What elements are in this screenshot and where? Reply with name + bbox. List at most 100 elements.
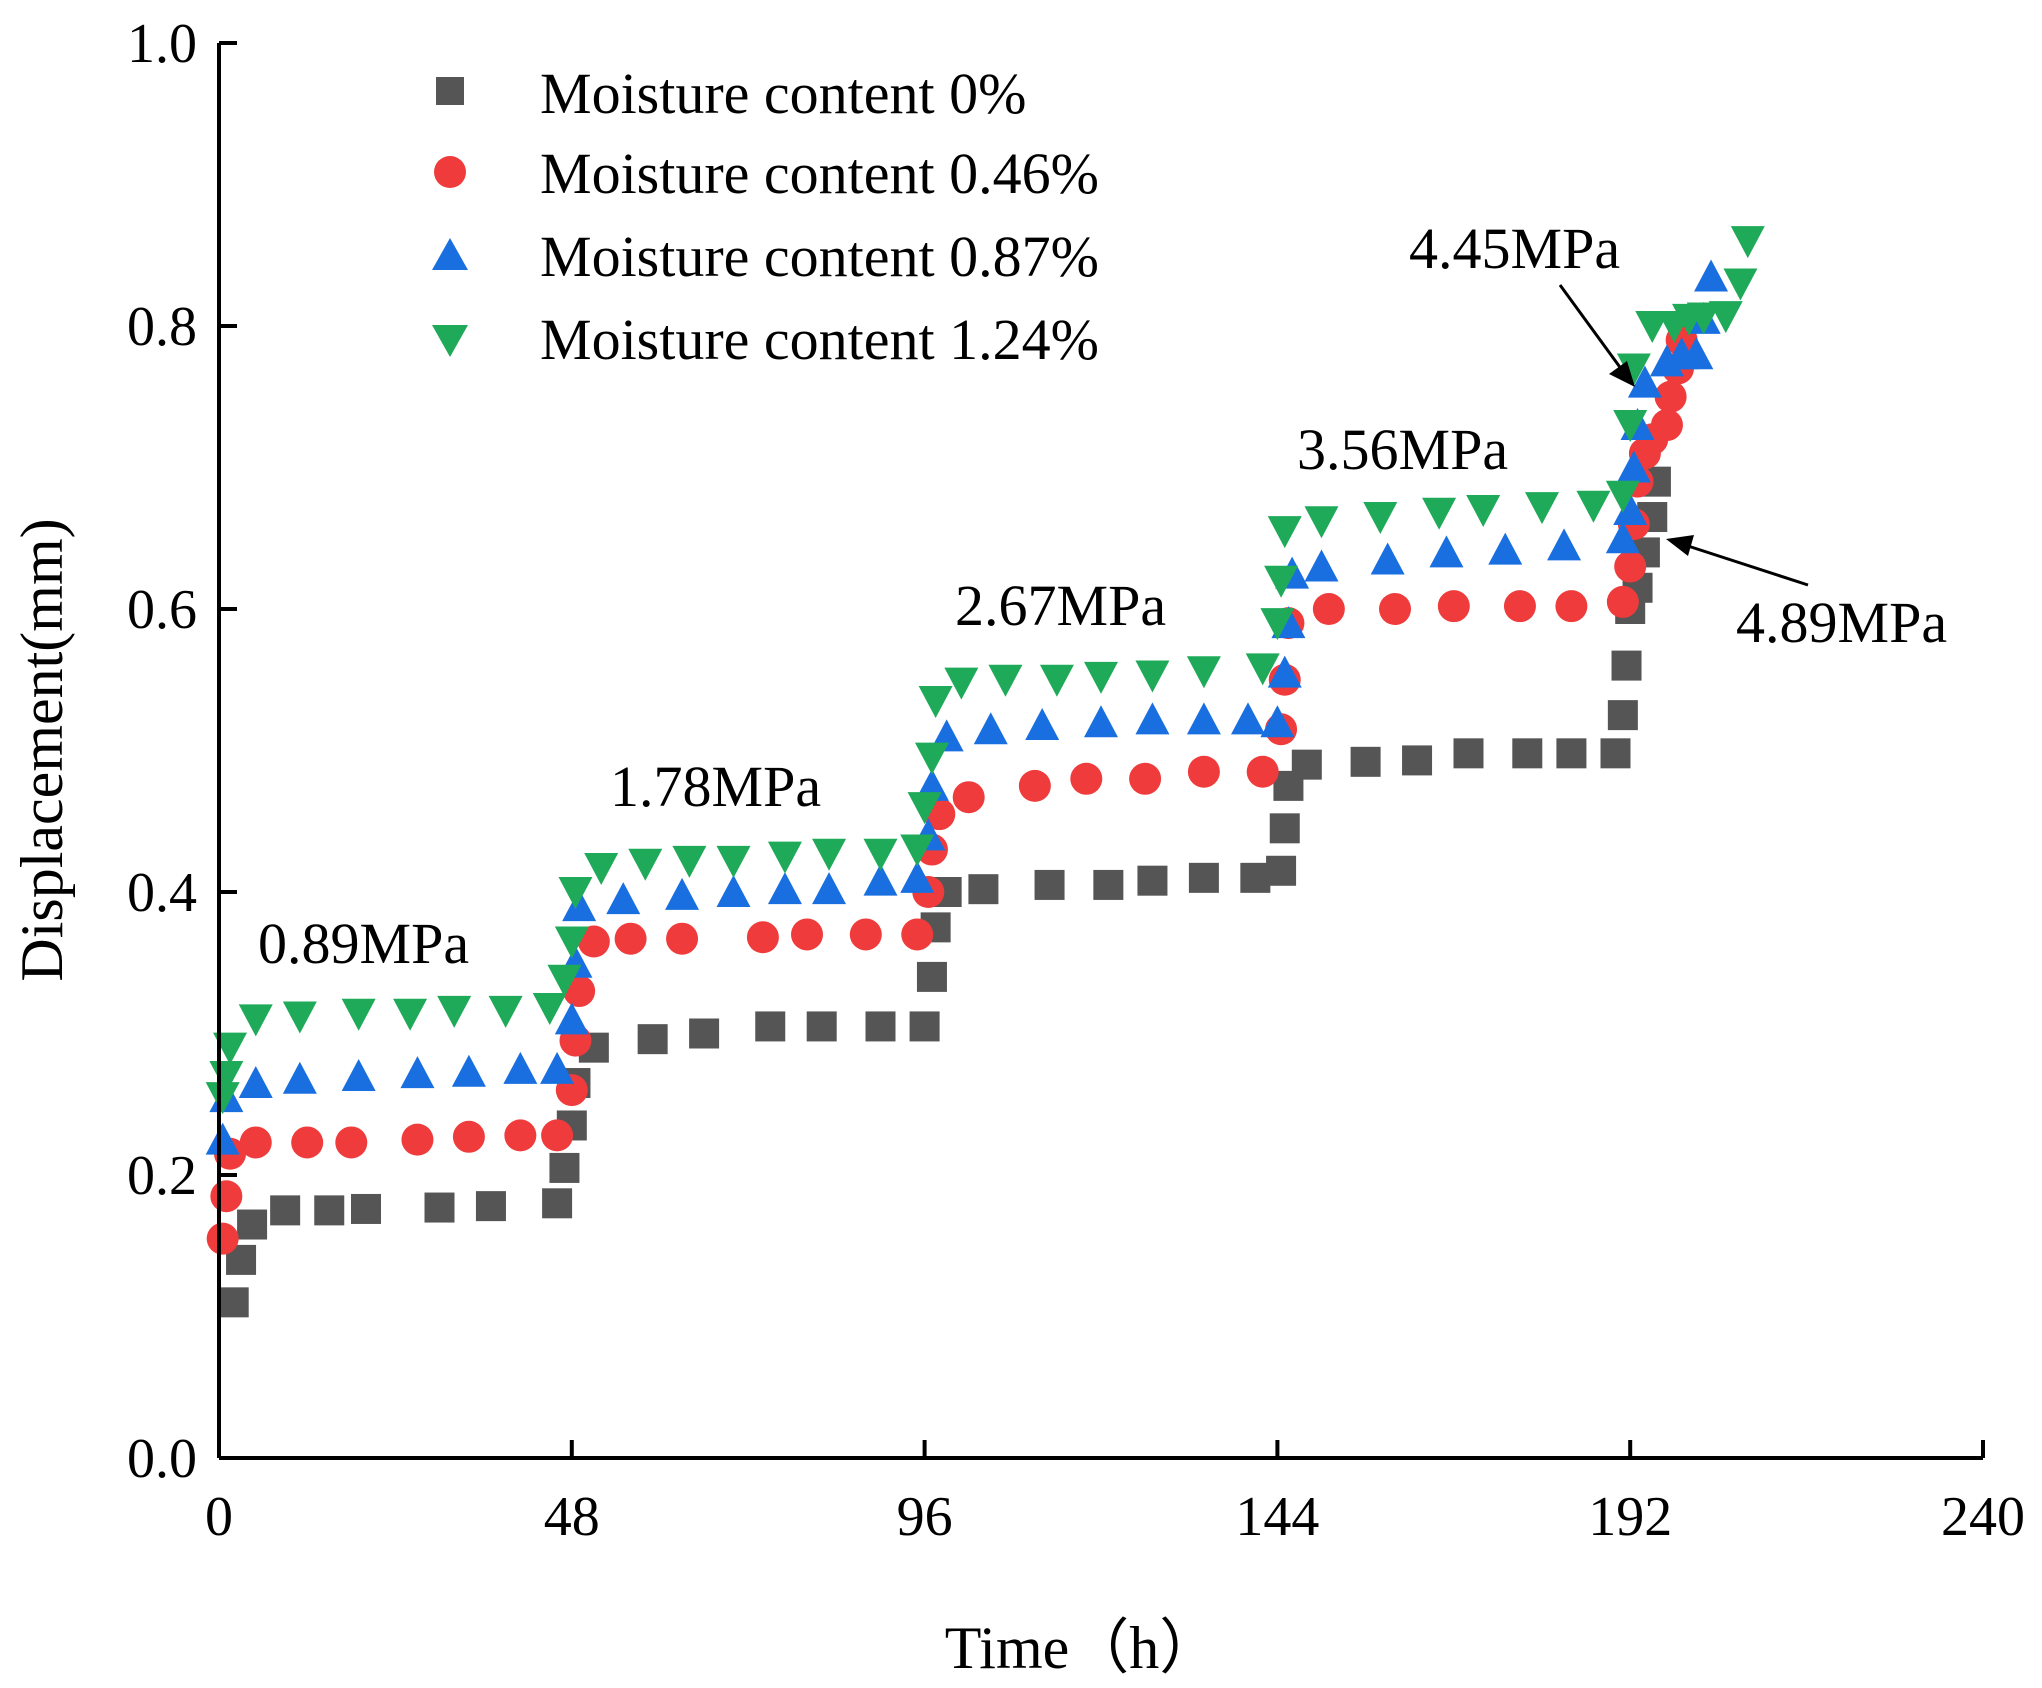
y-tick-label: 0.8: [127, 296, 197, 358]
data-point: [291, 1126, 324, 1159]
data-point: [1613, 410, 1648, 443]
y-axis-title: Displacement(mm): [9, 518, 75, 981]
data-point: [1422, 497, 1457, 530]
y-tick-label: 0.4: [127, 862, 197, 924]
data-point: [1453, 738, 1484, 769]
data-point: [1240, 862, 1271, 893]
data-point: [1034, 869, 1065, 900]
data-point: [863, 838, 898, 871]
data-point: [614, 922, 647, 955]
data-point: [341, 998, 376, 1031]
data-point: [1039, 664, 1074, 697]
y-tick-label: 0.2: [127, 1145, 197, 1207]
data-point: [988, 664, 1023, 697]
annotation-4-45mpa: 4.45MPa: [1409, 216, 1620, 281]
legend-item-2: Moisture content 0.87%: [432, 224, 1099, 289]
data-point: [270, 1195, 301, 1226]
data-point: [1614, 550, 1647, 583]
data-point: [1018, 769, 1051, 802]
data-point: [205, 1082, 240, 1115]
x-tick-label: 240: [1941, 1486, 2025, 1548]
data-point: [1245, 653, 1280, 686]
data-point: [909, 1011, 940, 1042]
legend-item-1: Moisture content 0.46%: [434, 141, 1099, 206]
annotation-3-56mpa: 3.56MPa: [1297, 417, 1508, 482]
data-point: [542, 1188, 573, 1219]
legend: Moisture content 0% Moisture content 0.4…: [432, 61, 1099, 372]
data-point: [1266, 855, 1297, 886]
data-point: [547, 964, 582, 997]
data-point: [1379, 593, 1411, 625]
data-point: [1084, 661, 1118, 694]
x-tick-label: 192: [1588, 1486, 1672, 1548]
data-point: [1723, 268, 1758, 301]
data-point: [424, 1192, 455, 1223]
data-point: [665, 877, 700, 910]
data-point: [907, 792, 942, 825]
data-point: [451, 1054, 486, 1087]
legend-label-0: Moisture content 0%: [540, 61, 1026, 126]
data-point: [1466, 494, 1501, 527]
legend-marker-square: [436, 77, 464, 105]
legend-label-2: Moisture content 0.87%: [540, 224, 1099, 289]
data-point: [849, 918, 882, 951]
data-point: [944, 667, 979, 700]
data-point: [918, 685, 953, 718]
y-tick-label: 1.0: [127, 13, 197, 75]
data-point: [1264, 565, 1299, 598]
data-point: [540, 1051, 575, 1084]
data-point: [1611, 650, 1642, 681]
data-point: [1627, 365, 1662, 398]
data-point: [393, 998, 428, 1031]
data-point: [900, 860, 935, 893]
data-point: [900, 834, 935, 867]
data-point: [239, 1126, 272, 1159]
x-tick-label: 48: [544, 1486, 600, 1548]
data-point: [341, 1058, 376, 1091]
data-point: [1231, 702, 1265, 735]
data-point: [475, 1191, 506, 1222]
data-point: [210, 1180, 243, 1213]
data-point: [541, 1119, 574, 1152]
data-point: [554, 926, 589, 959]
data-point: [1679, 337, 1714, 370]
data-point: [689, 1018, 720, 1049]
data-point: [1605, 521, 1640, 554]
x-axis-title: Time（h）: [945, 1615, 1220, 1681]
annotation-2-67mpa: 2.67MPa: [955, 573, 1166, 638]
data-point: [488, 995, 523, 1028]
data-point: [767, 872, 802, 905]
data-point: [1730, 226, 1765, 259]
data-point: [452, 1120, 485, 1153]
plot-markers: [205, 226, 1765, 1318]
data-point: [282, 1001, 317, 1034]
data-point: [213, 1032, 248, 1065]
data-point: [282, 1061, 317, 1094]
data-point: [1246, 755, 1279, 788]
data-point: [1312, 593, 1345, 625]
data-point: [584, 852, 619, 885]
legend-marker-triangle-down: [432, 325, 468, 357]
data-point: [335, 1126, 368, 1159]
data-point: [400, 1056, 435, 1089]
data-point: [206, 1222, 239, 1255]
data-point: [1605, 480, 1640, 513]
data-point: [504, 1119, 537, 1152]
data-point: [968, 874, 999, 905]
data-point: [205, 1122, 240, 1155]
annotation-arrow-4-89mpa: [1666, 535, 1809, 587]
data-point: [562, 889, 597, 922]
data-point: [218, 1287, 249, 1318]
data-point: [1488, 532, 1523, 565]
annotation-arrow-4-45mpa: [1558, 284, 1635, 387]
data-point: [1606, 585, 1639, 618]
data-point: [1291, 749, 1322, 780]
data-point: [1267, 655, 1302, 688]
data-point: [914, 742, 949, 775]
data-point: [1708, 301, 1743, 334]
data-point: [812, 838, 847, 871]
data-point: [812, 872, 847, 905]
data-point: [901, 918, 934, 951]
data-point: [401, 1123, 434, 1156]
